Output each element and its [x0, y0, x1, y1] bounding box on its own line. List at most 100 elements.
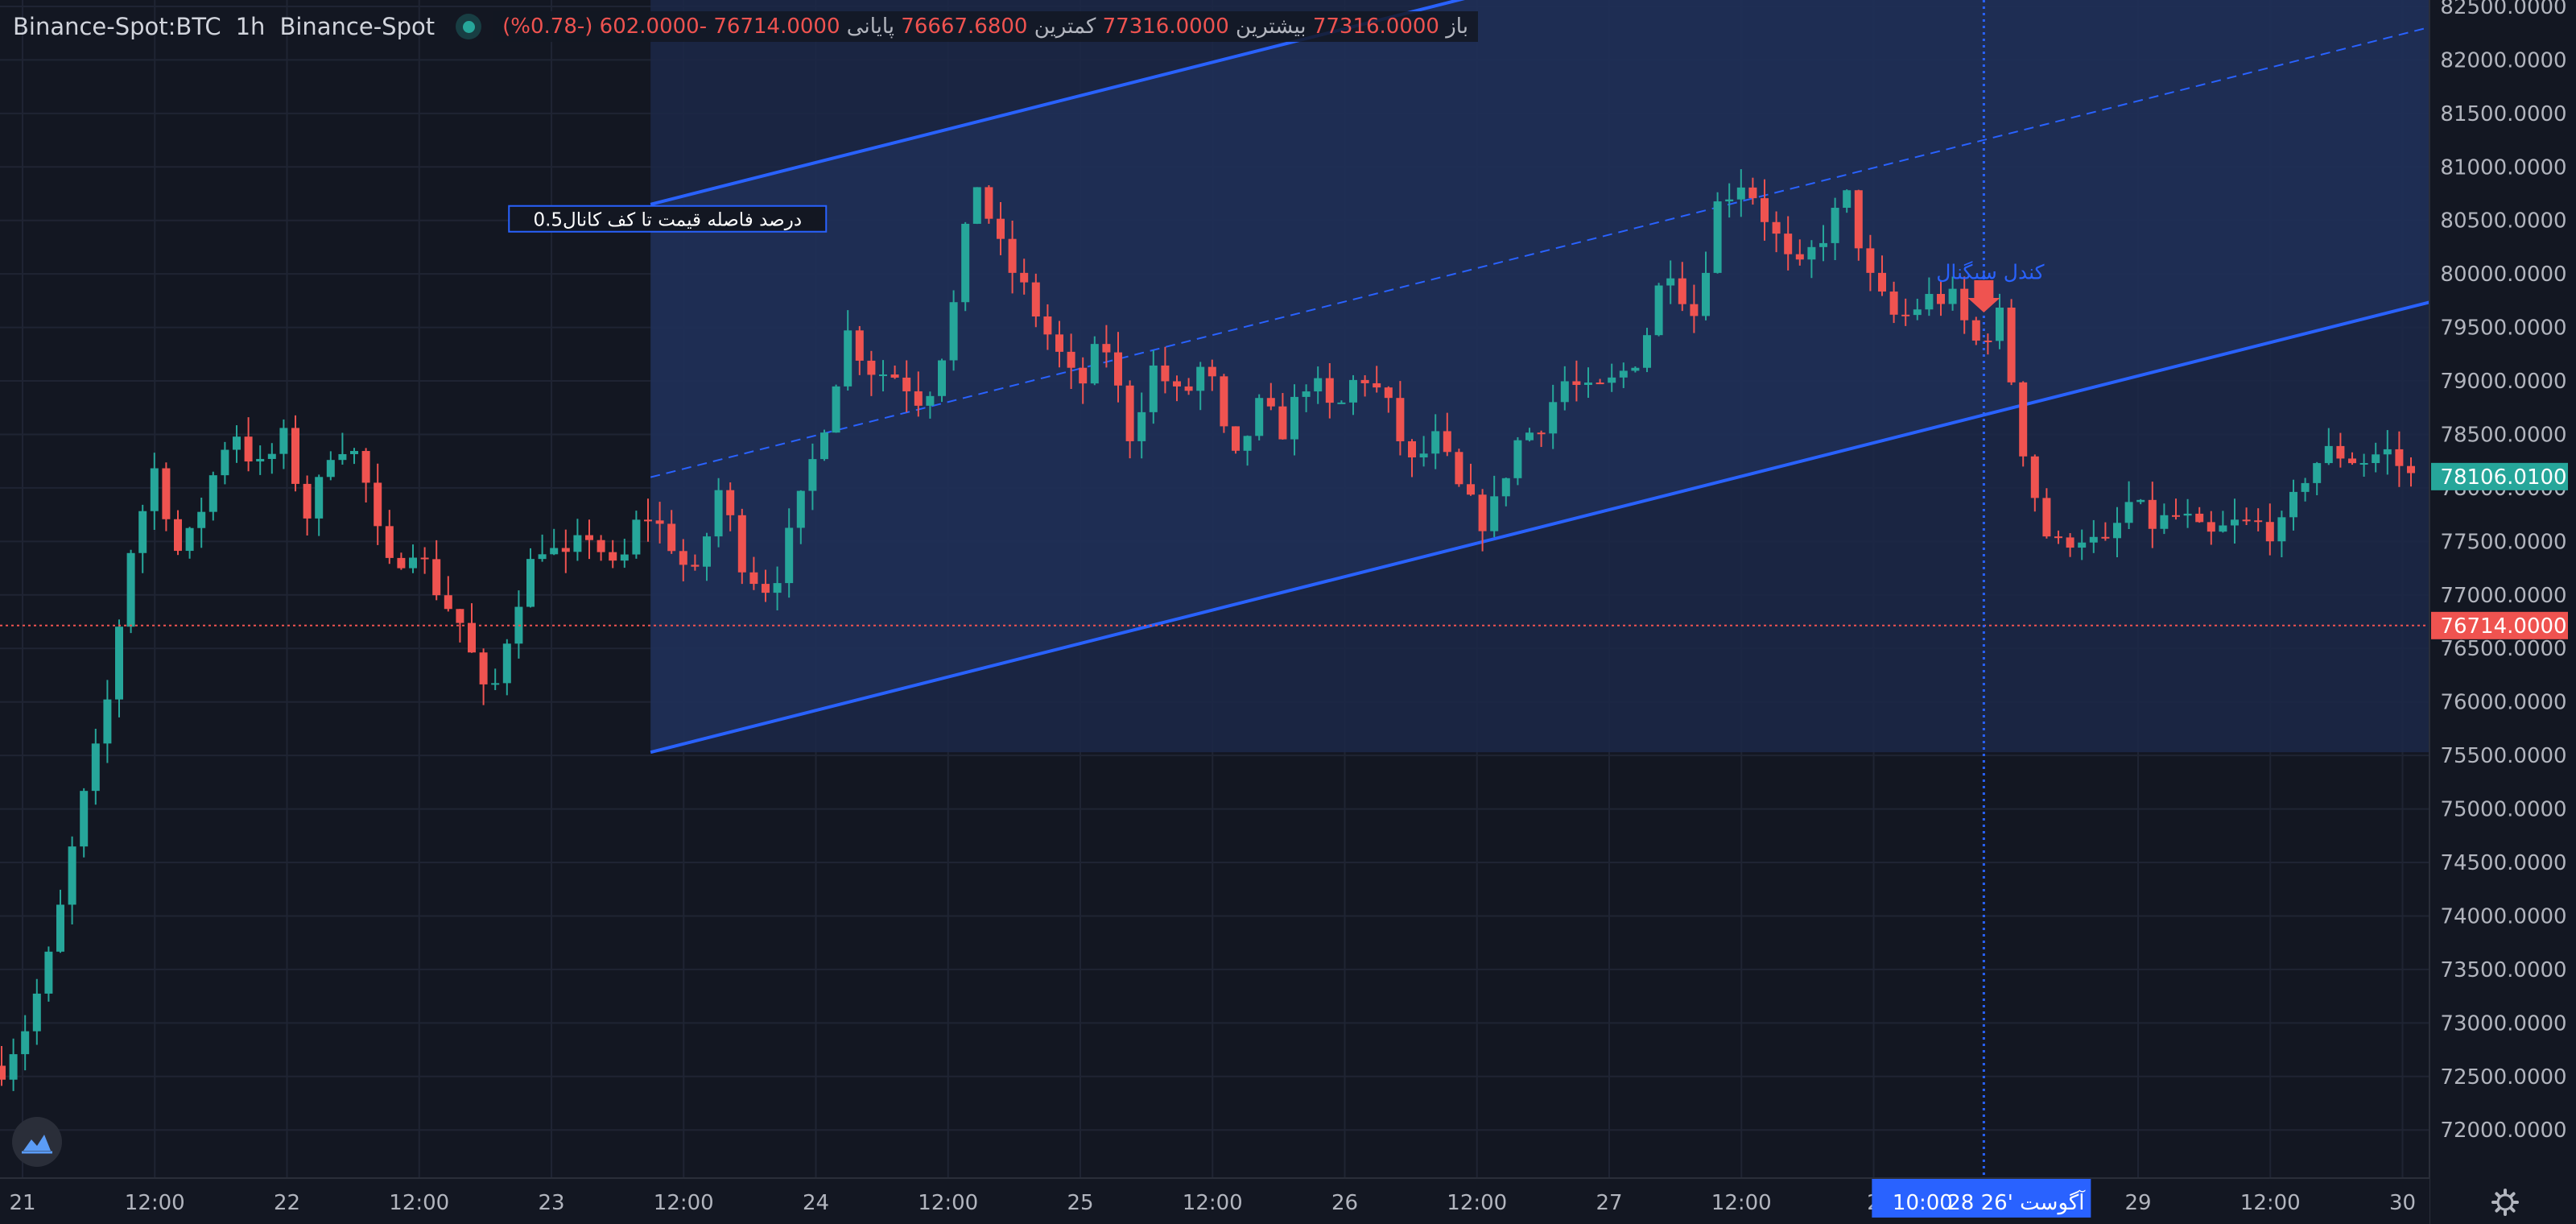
- y-tick-label: 72000.0000: [2440, 1119, 2566, 1143]
- candle-body: [1337, 402, 1346, 404]
- candle-body: [538, 554, 547, 560]
- interval-label[interactable]: 1h: [235, 13, 266, 40]
- candle-body: [985, 187, 993, 219]
- y-tick-label: 76500.0000: [2440, 637, 2566, 661]
- candle-body: [1137, 411, 1146, 441]
- candle-body: [1748, 187, 1757, 199]
- x-tick-label: 12:00: [389, 1191, 449, 1215]
- candle-body: [1643, 335, 1651, 368]
- high-label: بیشترین: [1236, 14, 1307, 39]
- y-tick-label: 75000.0000: [2440, 798, 2566, 822]
- candle-body: [1996, 308, 2004, 341]
- candle-body: [315, 477, 324, 519]
- candle-body: [1925, 294, 1934, 310]
- candle-body: [820, 432, 828, 460]
- candle-body: [244, 436, 253, 462]
- ohlc-readout: باز 77316.0000 بیشترین 77316.0000 کمترین…: [493, 11, 1478, 42]
- candle-body: [44, 951, 53, 994]
- crosshair-time-badge: [1872, 1179, 2091, 1218]
- symbol-label[interactable]: Binance-Spot:BTC: [13, 13, 221, 40]
- candle-body: [1431, 431, 1440, 454]
- candle-body: [1666, 278, 1675, 286]
- candle-body: [1396, 398, 1405, 441]
- y-tick-label: 81000.0000: [2440, 155, 2566, 180]
- candle-body: [56, 904, 64, 952]
- candle-body: [2160, 515, 2169, 529]
- market-status-icon: [456, 14, 482, 39]
- x-tick-label: 12:00: [918, 1191, 978, 1215]
- candle-body: [1831, 208, 1839, 243]
- x-tick-label: 26: [1331, 1191, 1358, 1215]
- candle-body: [1784, 234, 1793, 254]
- candle-body: [2054, 536, 2062, 539]
- candle-body: [2101, 536, 2110, 539]
- open-label: باز: [1446, 14, 1468, 39]
- candle-body: [103, 699, 112, 744]
- candle-body: [185, 527, 194, 552]
- candle-body: [361, 451, 370, 483]
- candle-body: [879, 374, 887, 377]
- candle-body: [1373, 382, 1381, 388]
- candle-body: [1184, 386, 1193, 391]
- x-tick-label: 24: [803, 1191, 829, 1215]
- change-percent: (-0.78%): [502, 14, 593, 39]
- candle-body: [1560, 381, 1569, 403]
- tradingview-logo-icon[interactable]: [12, 1117, 62, 1167]
- candle-body: [938, 360, 946, 396]
- candle-body: [479, 652, 488, 684]
- candle-body: [2242, 519, 2251, 522]
- candle-body: [1807, 246, 1816, 260]
- candle-body: [1702, 272, 1710, 316]
- chart-legend: Binance-Spot:BTC 1h Binance-Spot باز 773…: [0, 6, 1478, 47]
- live-price-label: 78106.0100: [2440, 465, 2566, 490]
- candle-body: [1008, 238, 1017, 273]
- candle-body: [1220, 376, 1228, 427]
- candle-body: [420, 557, 429, 560]
- candle-body: [279, 428, 288, 454]
- candle-body: [1819, 242, 1827, 247]
- candle-body: [2395, 449, 2404, 466]
- x-tick-label: 27: [1596, 1191, 1622, 1215]
- low-label: کمترین: [1034, 14, 1096, 39]
- y-tick-label: 77500.0000: [2440, 530, 2566, 554]
- candle-body: [691, 564, 700, 567]
- candle-body: [1067, 351, 1075, 368]
- candle-body: [1360, 379, 1369, 383]
- candle-body: [644, 519, 652, 522]
- gear-icon[interactable]: [2491, 1188, 2520, 1217]
- y-tick-label: 78500.0000: [2440, 423, 2566, 447]
- candle-body: [291, 428, 299, 484]
- candle-body: [620, 554, 629, 561]
- candle-body: [1408, 440, 1416, 458]
- candle-body: [68, 846, 76, 905]
- candle-body: [585, 535, 593, 540]
- candle-body: [726, 490, 735, 515]
- y-tick-label: 80000.0000: [2440, 263, 2566, 287]
- x-tick-label: 12:00: [2240, 1191, 2301, 1215]
- candle-body: [233, 436, 241, 450]
- channel-upper-line: [650, 0, 1465, 206]
- candle-body: [1467, 484, 1475, 495]
- candle-body: [773, 583, 782, 593]
- candle-body: [703, 536, 711, 567]
- candle-body: [1654, 285, 1663, 336]
- candle-body: [138, 511, 147, 553]
- candle-body: [1713, 201, 1722, 273]
- candle-body: [80, 791, 89, 847]
- candle-body: [749, 572, 758, 585]
- candle-body: [1349, 379, 1357, 403]
- candle-body: [1795, 254, 1804, 260]
- x-tick-label: 12:00: [125, 1191, 185, 1215]
- candle-body: [2019, 382, 2028, 457]
- candle-body: [1302, 391, 1311, 397]
- channel-fill: [650, 0, 2436, 753]
- candle-body: [762, 584, 770, 593]
- candle-body: [409, 557, 417, 569]
- candle-body: [867, 360, 876, 375]
- candle-body: [1537, 432, 1546, 435]
- candle-body: [1266, 398, 1275, 407]
- candle-body: [1913, 309, 1922, 316]
- x-tick-label: 30: [2389, 1191, 2416, 1215]
- candle-body: [2066, 537, 2074, 548]
